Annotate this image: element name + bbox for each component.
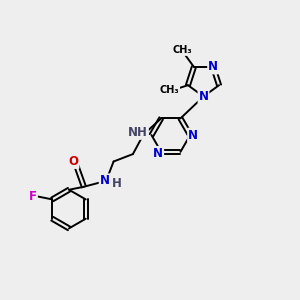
Text: N: N <box>100 174 110 187</box>
Text: N: N <box>208 60 218 74</box>
Text: F: F <box>29 190 37 203</box>
Text: NH: NH <box>128 126 148 139</box>
Text: CH₃: CH₃ <box>160 85 179 95</box>
Text: N: N <box>153 147 163 160</box>
Text: N: N <box>199 90 208 103</box>
Text: H: H <box>112 177 122 190</box>
Text: CH₃: CH₃ <box>173 45 193 55</box>
Text: O: O <box>68 155 79 168</box>
Text: N: N <box>188 129 198 142</box>
